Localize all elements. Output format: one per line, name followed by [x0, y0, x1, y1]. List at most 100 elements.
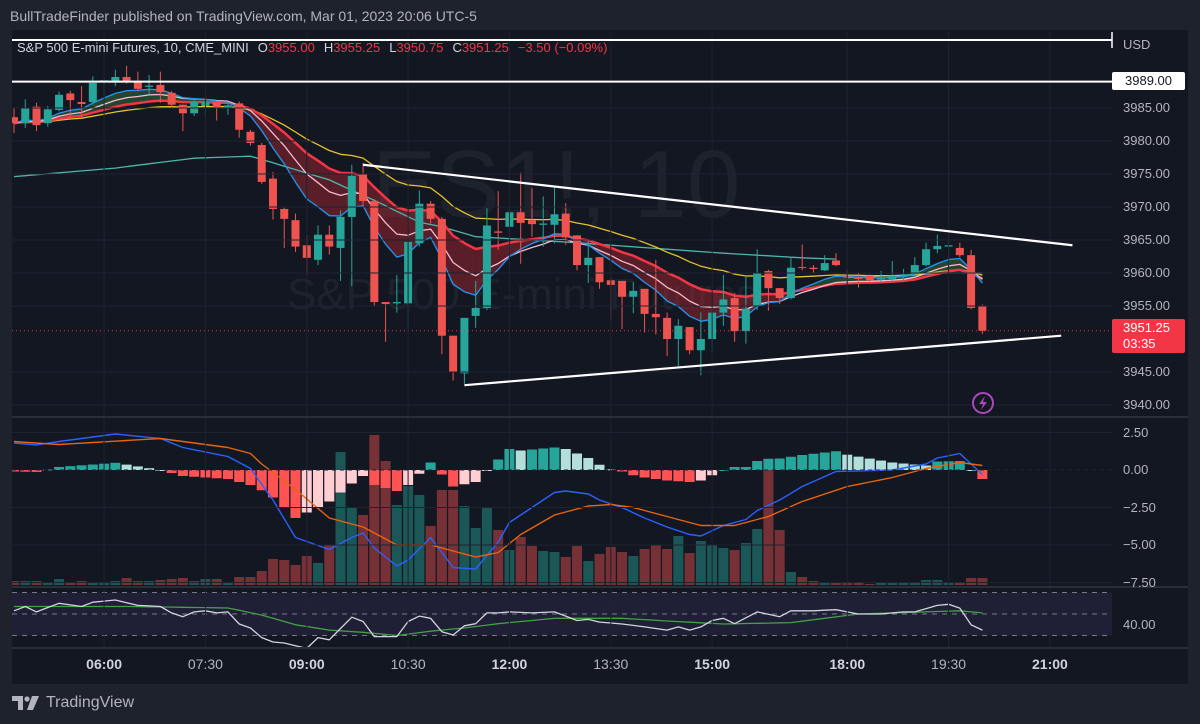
volume-bar: [549, 552, 560, 585]
candle-body: [66, 93, 75, 101]
macd-histogram-bar: [425, 462, 436, 470]
candle-body: [775, 288, 784, 299]
macd-histogram-bar: [76, 465, 87, 470]
candle-body: [494, 231, 503, 233]
candle-body: [156, 84, 165, 93]
volume-bar: [526, 546, 537, 585]
macd-histogram-bar: [54, 467, 65, 470]
macd-histogram-bar: [245, 470, 256, 485]
volume-bar: [493, 530, 504, 585]
macd-histogram-bar: [583, 458, 594, 470]
time-tick-label: 21:00: [1032, 656, 1068, 672]
candle-body: [933, 245, 942, 250]
volume-bar: [515, 537, 526, 585]
macd-histogram-bar: [617, 470, 628, 472]
last-price-label: 3951.25 03:35: [1112, 319, 1185, 353]
price-tick-label: 3940.00: [1123, 397, 1170, 412]
macd-histogram-bar: [785, 456, 796, 470]
currency-label[interactable]: USD: [1123, 37, 1151, 52]
candle-body: [111, 76, 120, 83]
volume-bar: [234, 577, 245, 585]
volume-bar: [876, 583, 887, 585]
candle-body: [798, 267, 807, 269]
volume-bar: [628, 556, 639, 585]
macd-histogram-bar: [673, 470, 684, 482]
price-tick-label: 3980.00: [1123, 133, 1170, 148]
open-label: O: [257, 40, 268, 55]
horizontal-line-price-label: 3989.00: [1112, 72, 1185, 90]
macd-histogram-bar: [65, 466, 76, 470]
macd-tick-label: 2.50: [1123, 424, 1149, 440]
low-label: L: [389, 40, 397, 55]
volume-bar: [797, 577, 808, 585]
candle-body: [460, 317, 469, 374]
candle-body: [223, 105, 232, 108]
macd-tick-label: −2.50: [1123, 499, 1156, 515]
published-caption: BullTradeFinder published on TradingView…: [10, 8, 477, 24]
candle-body: [122, 76, 131, 82]
volume-bar: [594, 554, 605, 585]
ema-ribbon-segment: [329, 168, 341, 217]
candle-body: [685, 327, 694, 351]
volume-bar: [785, 572, 796, 585]
macd-histogram-bar: [932, 461, 943, 470]
candle-body: [561, 213, 570, 238]
macd-histogram-bar: [853, 456, 864, 470]
macd-histogram-bar: [448, 470, 459, 487]
macd-histogram-bar: [740, 467, 751, 470]
price-tick-label: 3945.00: [1123, 364, 1170, 379]
ema-ribbon-segment: [385, 197, 397, 258]
candle-body: [449, 335, 458, 372]
macd-histogram-bar: [819, 452, 830, 470]
high-label: H: [323, 40, 334, 55]
candle-body: [516, 212, 525, 223]
macd-histogram-bar: [549, 447, 560, 470]
time-tick-label: 12:00: [491, 656, 528, 672]
volume-bar: [898, 583, 909, 585]
macd-histogram-bar: [31, 470, 42, 472]
macd-histogram-bar: [222, 470, 233, 479]
macd-histogram-bar: [560, 449, 571, 470]
symbol-title[interactable]: S&P 500 E-mini Futures, 10, CME_MINI: [17, 40, 249, 55]
volume-bar: [684, 553, 695, 585]
macd-histogram-bar: [313, 470, 324, 507]
macd-histogram-bar: [459, 470, 470, 485]
macd-line: [13, 433, 983, 570]
ema-ribbon-segment: [498, 242, 510, 270]
candle-body: [471, 307, 480, 316]
volume-bar: [87, 582, 98, 585]
macd-histogram-bar: [954, 461, 965, 470]
macd-histogram-bar: [20, 470, 31, 472]
macd-histogram-bar: [436, 470, 447, 475]
candle-body: [482, 225, 491, 308]
price-tick-label: 3975.00: [1123, 166, 1170, 181]
volume-bar: [572, 546, 582, 585]
chart-area[interactable]: [12, 30, 1188, 684]
macd-histogram-bar: [211, 470, 222, 479]
candle-body: [370, 201, 379, 303]
price-tick-label: 3970.00: [1123, 199, 1170, 214]
candle-body: [426, 203, 435, 219]
time-tick-label: 18:00: [829, 656, 866, 672]
macd-histogram-bar: [594, 464, 605, 470]
candle-body: [888, 275, 897, 279]
lightning-icon[interactable]: [972, 392, 994, 414]
candle-body: [877, 278, 886, 280]
candle-body: [359, 174, 368, 202]
lightning-icon-bolt: [979, 396, 987, 410]
candle-body: [336, 216, 345, 248]
candle-body: [809, 267, 818, 270]
tradingview-brand[interactable]: TradingView: [12, 694, 134, 712]
macd-histogram-bar: [763, 458, 774, 470]
lightning-icon-ring: [972, 392, 994, 414]
volume-bar: [324, 545, 335, 585]
volume-bar: [65, 582, 76, 585]
time-tick-label: 15:00: [694, 656, 731, 672]
volume-bar: [740, 543, 751, 585]
ema-ribbon-segment: [149, 89, 161, 102]
candle-body: [235, 103, 244, 130]
rsi-line: [13, 599, 983, 648]
volume-bar: [425, 526, 436, 585]
candle-body: [145, 85, 154, 87]
